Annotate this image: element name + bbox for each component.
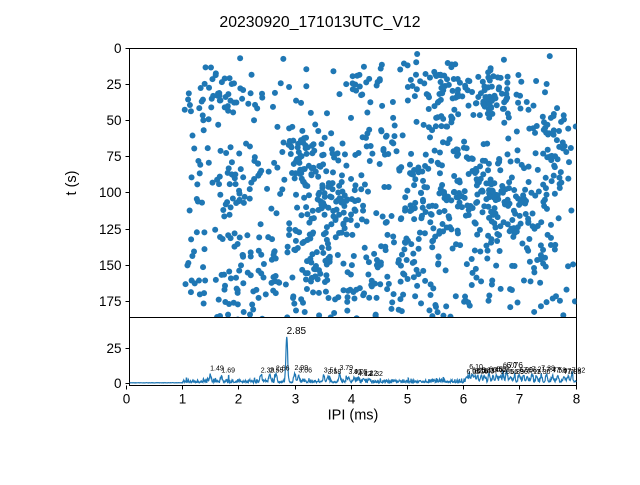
svg-text:1: 1 [179,392,187,407]
svg-text:75: 75 [106,149,121,164]
svg-text:125: 125 [99,222,122,237]
svg-text:25: 25 [106,341,121,356]
svg-text:8: 8 [573,392,581,407]
svg-text:50: 50 [106,113,121,128]
svg-text:t (s): t (s) [64,171,80,196]
svg-text:1.69: 1.69 [221,368,235,375]
svg-text:IPI (ms): IPI (ms) [328,408,379,424]
svg-text:4: 4 [348,392,356,407]
svg-text:25: 25 [106,77,121,92]
svg-text:0: 0 [114,41,122,56]
svg-text:2: 2 [235,392,243,407]
svg-text:0: 0 [123,392,131,407]
svg-text:0: 0 [114,376,122,391]
svg-text:2.85: 2.85 [287,326,307,337]
svg-text:2.66: 2.66 [276,365,290,372]
svg-text:150: 150 [99,258,122,273]
svg-text:7: 7 [516,392,524,407]
svg-text:20230920_171013UTC_V12: 20230920_171013UTC_V12 [219,14,420,31]
svg-text:7.92: 7.92 [572,368,586,375]
svg-text:5: 5 [404,392,412,407]
svg-text:3.06: 3.06 [298,367,312,374]
svg-text:6: 6 [460,392,468,407]
svg-text:3: 3 [292,392,300,407]
svg-text:4.32: 4.32 [369,371,383,378]
svg-text:175: 175 [99,294,122,309]
svg-text:100: 100 [99,185,122,200]
